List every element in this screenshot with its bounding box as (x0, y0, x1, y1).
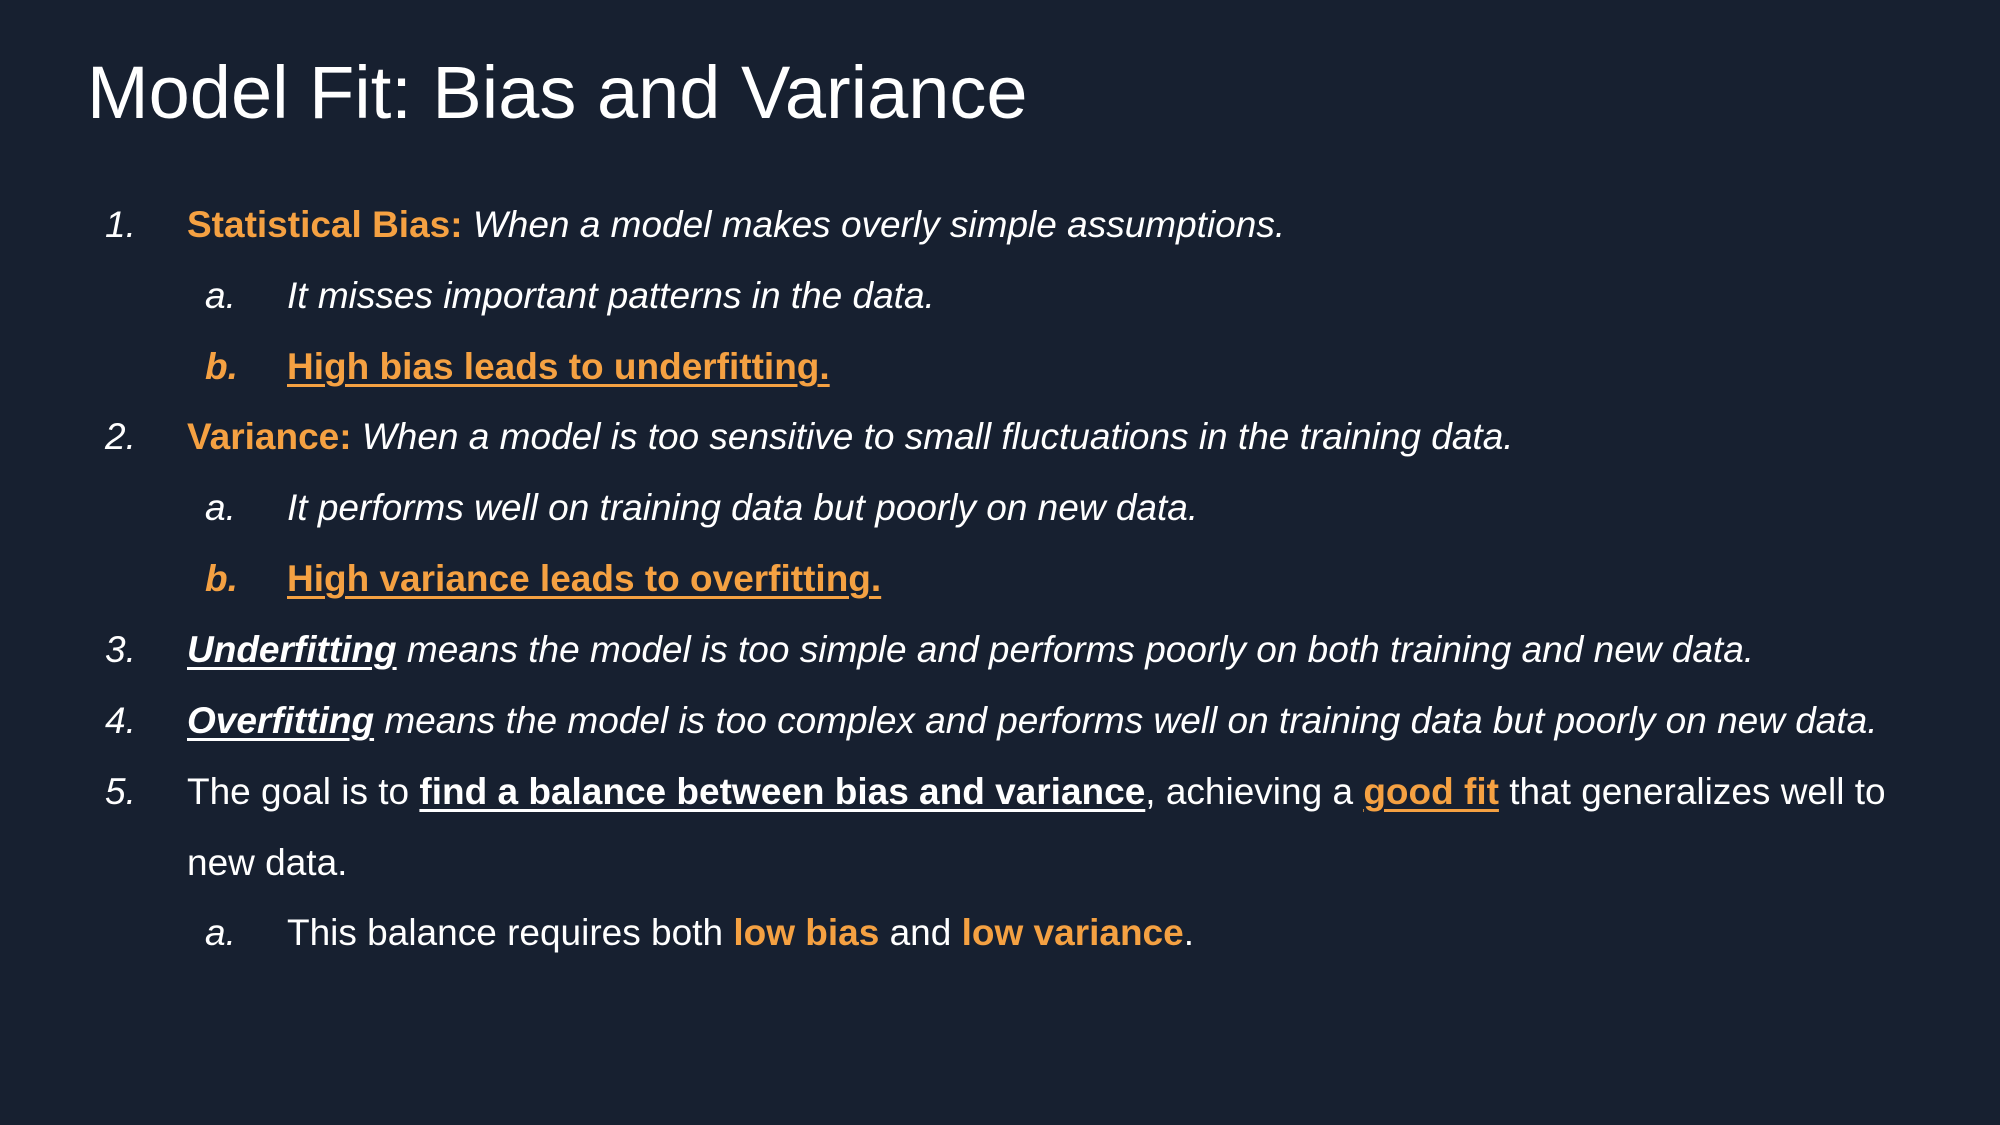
subitem-highlight-underfitting: High bias leads to underfitting. (287, 346, 830, 387)
highlight-low-bias: low bias (733, 912, 880, 953)
list-marker: b. (205, 558, 238, 599)
term-underfitting: Underfitting (187, 629, 397, 670)
balance-text-middle: and (879, 912, 962, 953)
highlight-low-variance: low variance (961, 912, 1184, 953)
subitem-text: It performs well on training data but po… (287, 487, 1199, 528)
slide-title: Model Fit: Bias and Variance (87, 51, 1028, 134)
continuation-text: new data. (187, 842, 348, 883)
list-marker: a. (205, 912, 236, 953)
list-marker: 2. (105, 416, 136, 457)
list-item-text: Underfitting means the model is too simp… (187, 627, 1754, 673)
list-marker: 5. (105, 771, 136, 812)
goal-text-middle: , achieving a (1145, 771, 1364, 812)
term-overfitting: Overfitting (187, 700, 375, 741)
list-marker: 3. (105, 629, 136, 670)
goal-text-before: The goal is to (187, 771, 420, 812)
list-marker: a. (205, 487, 236, 528)
list-item-text: Overfitting means the model is too compl… (187, 698, 1878, 744)
definition-text: means the model is too simple and perfor… (396, 629, 1755, 670)
subitem-text: It misses important patterns in the data… (287, 275, 935, 316)
definition-text: When a model is too sensitive to small f… (351, 416, 1514, 457)
term-variance: Variance: (187, 416, 352, 457)
term-statistical-bias: Statistical Bias: (187, 204, 463, 245)
balance-text-after: . (1183, 912, 1194, 953)
subitem-text: This balance requires both low bias and … (287, 910, 1194, 956)
goal-text-after: that generalizes well to (1498, 771, 1886, 812)
goal-emphasis: find a balance between bias and variance (419, 771, 1146, 812)
balance-text-before: This balance requires both (287, 912, 734, 953)
subitem-highlight-overfitting: High variance leads to overfitting. (287, 558, 882, 599)
list-item-text: Variance: When a model is too sensitive … (187, 414, 1514, 460)
list-item-text: The goal is to find a balance between bi… (187, 769, 1886, 815)
definition-text: When a model makes overly simple assumpt… (462, 204, 1286, 245)
list-marker: 1. (105, 204, 136, 245)
definition-text: means the model is too complex and perfo… (374, 700, 1878, 741)
list-marker: 4. (105, 700, 136, 741)
list-item-text: Statistical Bias: When a model makes ove… (187, 202, 1285, 248)
goal-highlight-good-fit: good fit (1363, 771, 1499, 812)
list-marker: b. (205, 346, 238, 387)
list-marker: a. (205, 275, 236, 316)
